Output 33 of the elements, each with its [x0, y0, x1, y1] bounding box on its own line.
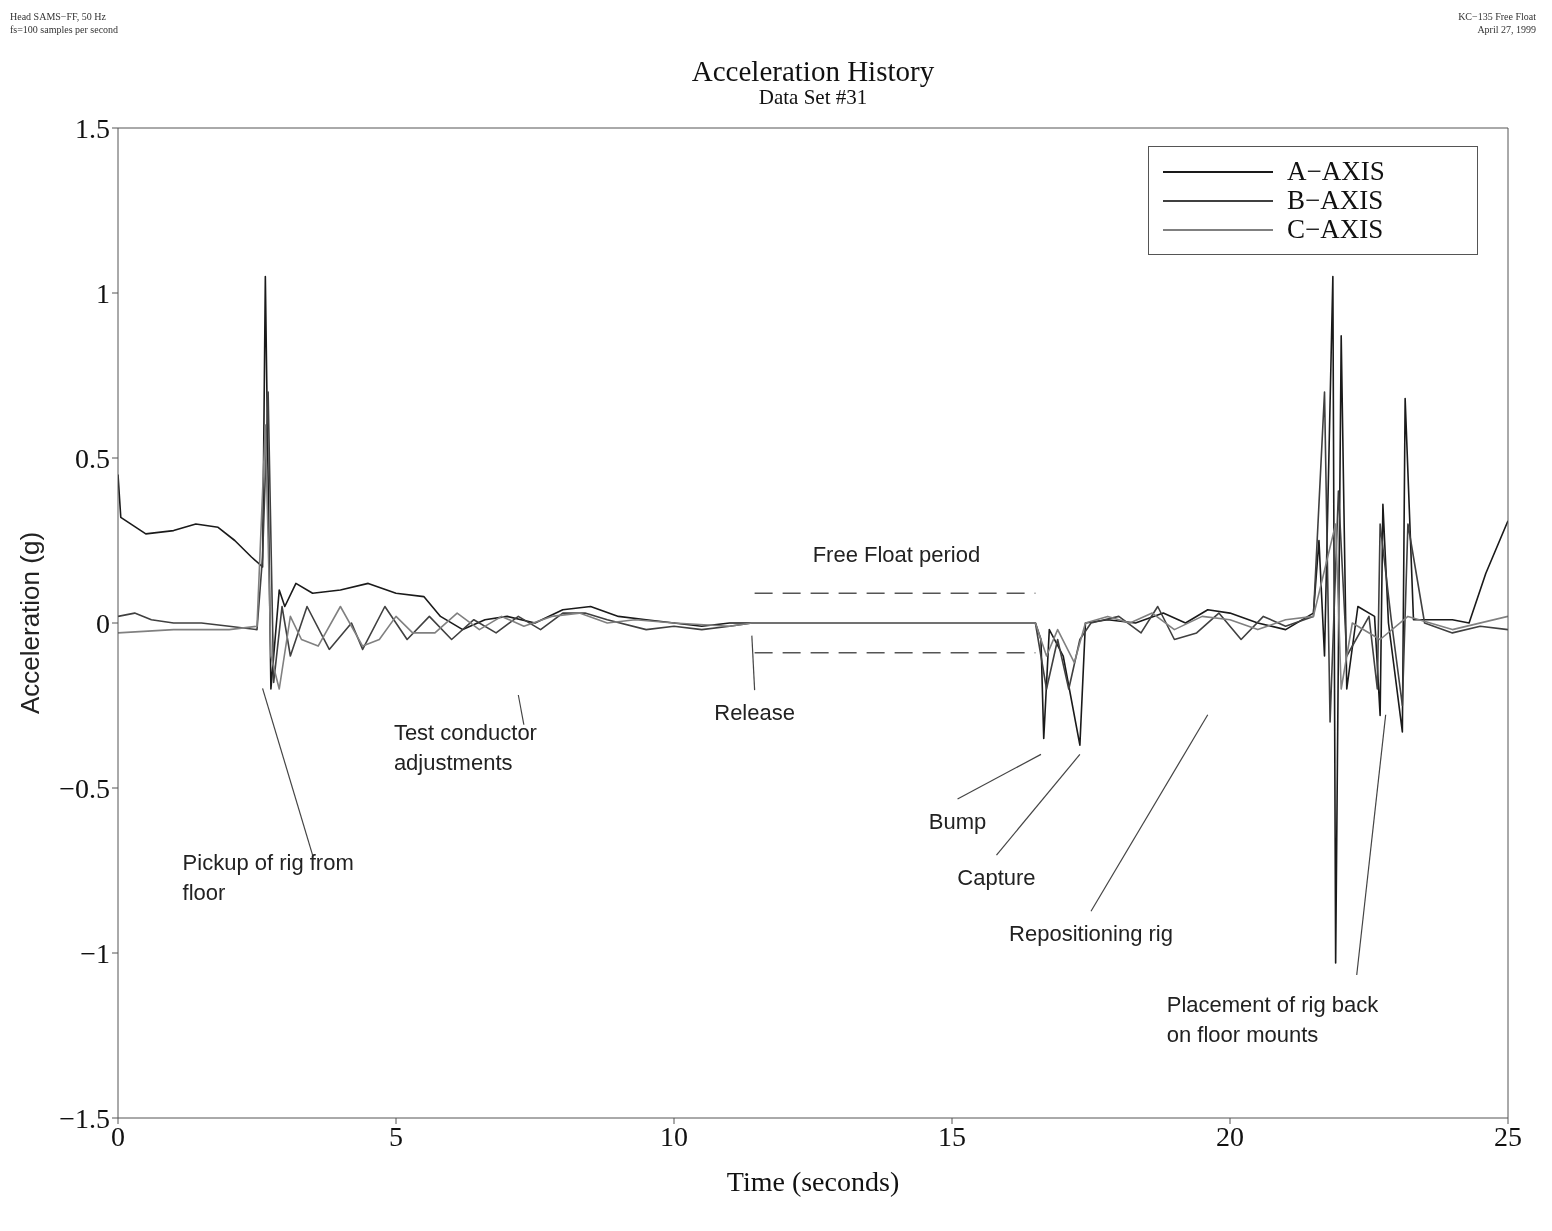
- y-axis-title: Acceleration (g): [14, 531, 46, 715]
- y-tick-label: −1: [80, 937, 110, 969]
- x-axis-title: Time (seconds): [725, 1166, 901, 1198]
- y-tick-label: 1: [96, 277, 110, 309]
- y-tick-label: 0: [96, 607, 110, 639]
- legend-label: B−AXIS: [1287, 185, 1384, 215]
- annotation: Pickup of rig from floor: [182, 850, 354, 906]
- chart-title: Acceleration History: [690, 55, 936, 87]
- legend-label: A−AXIS: [1287, 156, 1385, 186]
- text: KC−135 Free Float: [1458, 10, 1536, 23]
- text: April 27, 1999: [1476, 23, 1536, 36]
- legend-label: C−AXIS: [1287, 214, 1384, 244]
- x-tick-label: 20: [1216, 1120, 1244, 1152]
- x-tick-label: 25: [1494, 1120, 1522, 1152]
- x-tick-label: 10: [660, 1120, 688, 1152]
- x-tick-label: 5: [389, 1120, 403, 1152]
- annotation: Test conductor adjustments: [393, 719, 537, 775]
- annotation: Bump: [928, 809, 987, 834]
- chart-subtitle: Data Set #31: [757, 85, 868, 109]
- line-series: [118, 424, 1508, 690]
- y-tick-label: 1.5: [75, 112, 110, 144]
- y-tick-label: 0.5: [75, 442, 110, 474]
- x-tick-label: 15: [938, 1120, 966, 1152]
- text: Head SAMS−FF, 50 Hz: [10, 10, 107, 23]
- y-tick-label: −0.5: [59, 772, 110, 804]
- line-series: [118, 391, 1508, 723]
- annotation: Capture: [957, 865, 1036, 891]
- annotation: Release: [714, 700, 795, 726]
- text: fs=100 samples per second: [10, 23, 119, 36]
- y-tick-label: −1.5: [59, 1102, 110, 1134]
- annotation: Placement of rig back on floor mounts: [1166, 992, 1380, 1047]
- annotation: Free Float period: [812, 541, 981, 567]
- annotation: Repositioning rig: [1009, 921, 1173, 947]
